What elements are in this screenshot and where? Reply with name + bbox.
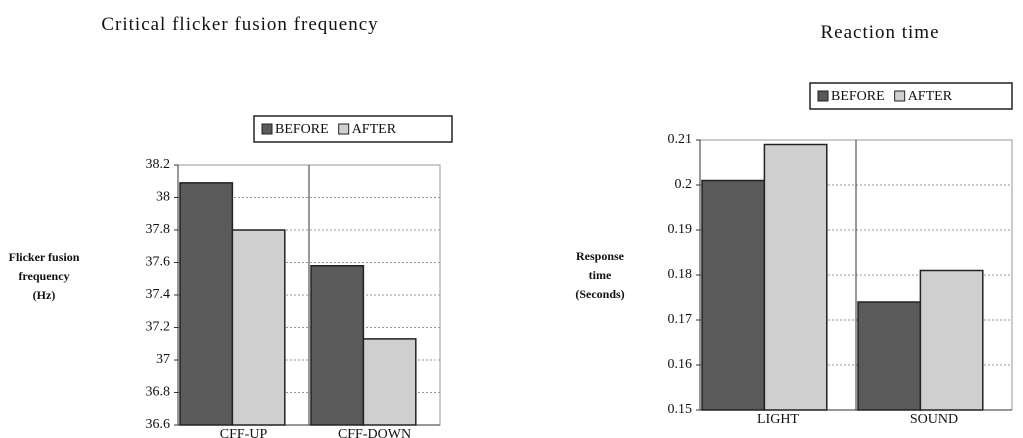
y-tick-label: 37 — [156, 352, 170, 367]
legend-label: AFTER — [352, 122, 397, 137]
legend-label: BEFORE — [831, 89, 885, 104]
legend-label: BEFORE — [275, 122, 329, 137]
y-tick-label: 0.2 — [675, 177, 693, 192]
y-tick-label: 0.19 — [668, 222, 693, 237]
y-tick-label: 37.8 — [146, 222, 171, 237]
bar — [310, 265, 365, 426]
y-tick-label: 37.4 — [146, 287, 171, 302]
y-tick-label: 36.6 — [146, 417, 171, 432]
legend-swatch — [894, 90, 906, 102]
y-tick-label: 0.17 — [668, 312, 693, 327]
legend-box — [253, 115, 453, 143]
y-tick-label: 38 — [156, 190, 170, 205]
bar — [231, 229, 286, 426]
y-tick-label: 38.2 — [146, 157, 171, 172]
y-tick-label: 37.2 — [146, 320, 171, 335]
x-tick-label: CFF-UP — [220, 427, 268, 438]
x-tick-label: LIGHT — [757, 412, 799, 427]
legend-label: AFTER — [908, 89, 953, 104]
bar — [701, 179, 766, 411]
y-tick-label: 0.16 — [668, 357, 693, 372]
y-tick-label: 36.8 — [146, 385, 171, 400]
bar — [919, 269, 984, 411]
legend-swatch — [817, 90, 829, 102]
legend-swatch — [261, 123, 273, 135]
chart-title: Reaction time — [820, 22, 940, 43]
y-tick-label: 0.18 — [668, 267, 693, 282]
bar — [362, 338, 417, 426]
x-tick-label: SOUND — [910, 412, 958, 427]
y-tick-label: 0.21 — [668, 132, 693, 147]
legend-box — [809, 82, 1013, 110]
bar — [857, 301, 922, 411]
legend-swatch — [338, 123, 350, 135]
y-tick-label: 37.6 — [146, 255, 171, 270]
y-axis-label: Response time (Seconds) — [575, 249, 625, 301]
x-tick-label: CFF-DOWN — [338, 427, 411, 438]
y-tick-label: 0.15 — [668, 402, 693, 417]
bar — [179, 182, 234, 426]
y-axis-label: Flicker fusion frequency (Hz) — [8, 250, 80, 302]
bar — [763, 143, 828, 411]
chart-title: Critical flicker fusion frequency — [101, 14, 379, 35]
